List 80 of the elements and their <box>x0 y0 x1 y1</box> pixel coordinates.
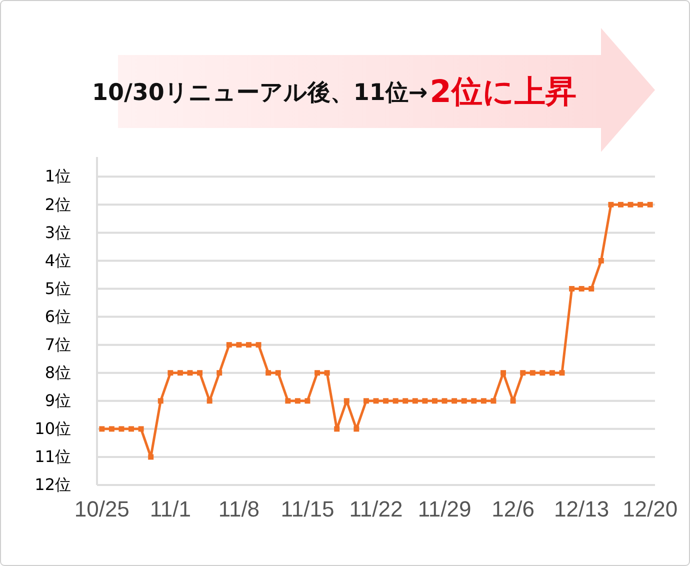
x-tick-label: 11/22 <box>349 496 403 522</box>
point <box>392 398 398 404</box>
point <box>256 342 262 348</box>
point <box>628 202 634 208</box>
point <box>236 342 242 348</box>
point <box>442 398 448 404</box>
x-tick-label: 12/20 <box>622 496 678 522</box>
point <box>168 370 174 376</box>
point <box>197 370 203 376</box>
point <box>373 398 379 404</box>
point <box>128 426 134 432</box>
point <box>383 398 389 404</box>
point <box>187 370 193 376</box>
point <box>354 426 360 432</box>
text: 2位に上昇 <box>430 74 576 110</box>
point <box>285 398 291 404</box>
y-tick-label: 3位 <box>44 222 71 242</box>
point <box>314 370 320 376</box>
point <box>480 398 486 404</box>
point <box>294 398 300 404</box>
y-tick-label: 12位 <box>34 475 71 494</box>
y-tick-label: 1位 <box>44 166 71 186</box>
y-tick-label: 10位 <box>34 419 71 438</box>
x-tick-label: 12/13 <box>554 496 610 522</box>
y-tick-label: 11位 <box>34 447 71 466</box>
point <box>549 370 555 376</box>
point <box>344 398 350 404</box>
point <box>452 398 458 404</box>
point <box>608 202 614 208</box>
point <box>432 398 438 404</box>
point <box>304 398 310 404</box>
point <box>500 370 506 376</box>
y-tick-label: 5位 <box>44 278 71 298</box>
point <box>598 258 604 264</box>
point <box>226 342 232 348</box>
x-tick-label: 11/15 <box>280 496 334 522</box>
point <box>540 370 546 376</box>
point <box>266 370 272 376</box>
x-tick-label: 12/6 <box>492 496 534 522</box>
point <box>402 398 408 404</box>
point <box>559 370 565 376</box>
point <box>461 398 467 404</box>
point <box>99 426 105 432</box>
point <box>246 342 252 348</box>
x-tick-label: 11/1 <box>150 496 192 522</box>
point <box>324 370 330 376</box>
x-tick-label: 11/8 <box>218 496 260 522</box>
y-tick-label: 7位 <box>44 334 71 354</box>
y-tick-label: 6位 <box>44 306 71 326</box>
x-tick-label: 10/25 <box>74 496 130 522</box>
point <box>216 370 222 376</box>
point <box>530 370 536 376</box>
y-tick-label: 8位 <box>44 362 71 382</box>
point <box>569 286 575 292</box>
point <box>334 426 340 432</box>
point <box>118 426 124 432</box>
y-tick-label: 4位 <box>44 250 71 270</box>
point <box>206 398 212 404</box>
point <box>647 202 653 208</box>
point <box>520 370 526 376</box>
point <box>148 454 154 460</box>
point <box>578 286 584 292</box>
y-tick-label: 2位 <box>44 194 71 214</box>
point <box>138 426 144 432</box>
y-tick-label: 9位 <box>44 391 71 410</box>
point <box>638 202 644 208</box>
point <box>422 398 428 404</box>
point <box>275 370 281 376</box>
x-tick-label: 11/29 <box>418 496 472 522</box>
point <box>363 398 369 404</box>
point <box>471 398 477 404</box>
point <box>618 202 624 208</box>
point <box>510 398 516 404</box>
point <box>108 426 114 432</box>
point <box>158 398 164 404</box>
point <box>412 398 418 404</box>
point <box>588 286 594 292</box>
chart-title: 10/30リニューアル後、11位→ <box>92 80 428 106</box>
point <box>490 398 496 404</box>
point <box>177 370 183 376</box>
